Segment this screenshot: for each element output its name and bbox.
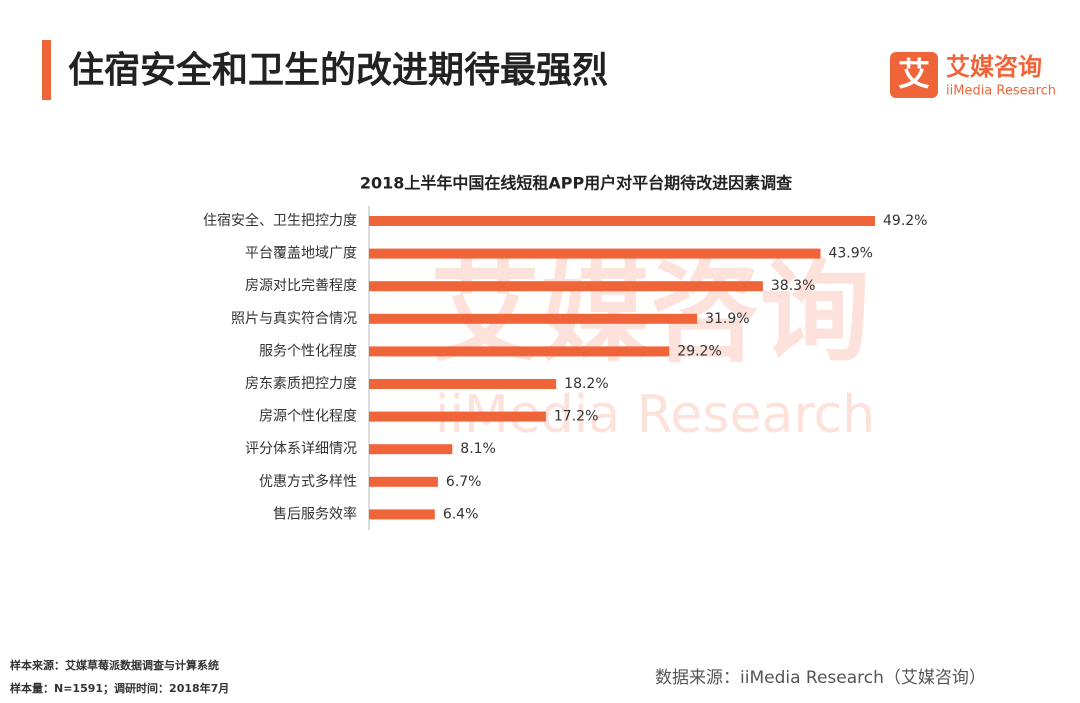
value-label: 17.2% [554,409,598,425]
category-label: 住宿安全、卫生把控力度 [203,212,357,229]
value-label: 31.9% [705,311,749,327]
slide-title: 住宿安全和卫生的改进期待最强烈 [68,49,608,91]
bar [369,216,875,226]
bar [369,248,821,259]
value-label: 49.2% [883,213,927,229]
bar [369,411,546,422]
chart-title: 2018上半年中国在线短租APP用户对平台期待改进因素调查 [360,174,792,193]
title-accent [42,40,51,100]
category-label: 优惠方式多样性 [259,473,357,490]
value-label: 38.3% [771,278,815,294]
logo-name: 艾媒咨询 [946,53,1042,81]
bar [369,379,557,389]
value-label: 8.1% [460,441,496,457]
logo-icon-bg [890,52,938,98]
category-label: 房源对比完善程度 [245,278,357,294]
logo-sub: iiMedia Research [946,84,1056,99]
category-label: 房东素质把控力度 [245,376,357,392]
category-label: 房源个性化程度 [259,409,357,425]
category-label: 照片与真实符合情况 [231,311,357,327]
value-label: 18.2% [564,376,608,392]
category-label: 服务个性化程度 [259,343,357,359]
bar [369,313,698,324]
bar [369,476,438,487]
watermark-name: 艾媒咨询 [430,248,870,376]
value-label: 43.9% [828,246,872,262]
data-source: 数据来源：iiMedia Research（艾媒咨询） [655,668,986,688]
sample-size: 样本量：N=1591；调研时间：2018年7月 [10,681,229,695]
value-label: 6.7% [446,474,482,490]
logo-icon: 艾 [898,55,930,93]
bar [369,444,453,455]
category-label: 评分体系详细情况 [245,441,357,457]
bar [369,509,435,520]
value-label: 6.4% [443,506,479,522]
sample-source: 样本来源：艾媒草莓派数据调查与计算系统 [10,658,219,672]
value-label: 29.2% [677,343,721,359]
category-label: 售后服务效率 [273,505,357,522]
category-label: 平台覆盖地域广度 [245,246,357,262]
bar [369,346,670,357]
bar [369,281,763,292]
